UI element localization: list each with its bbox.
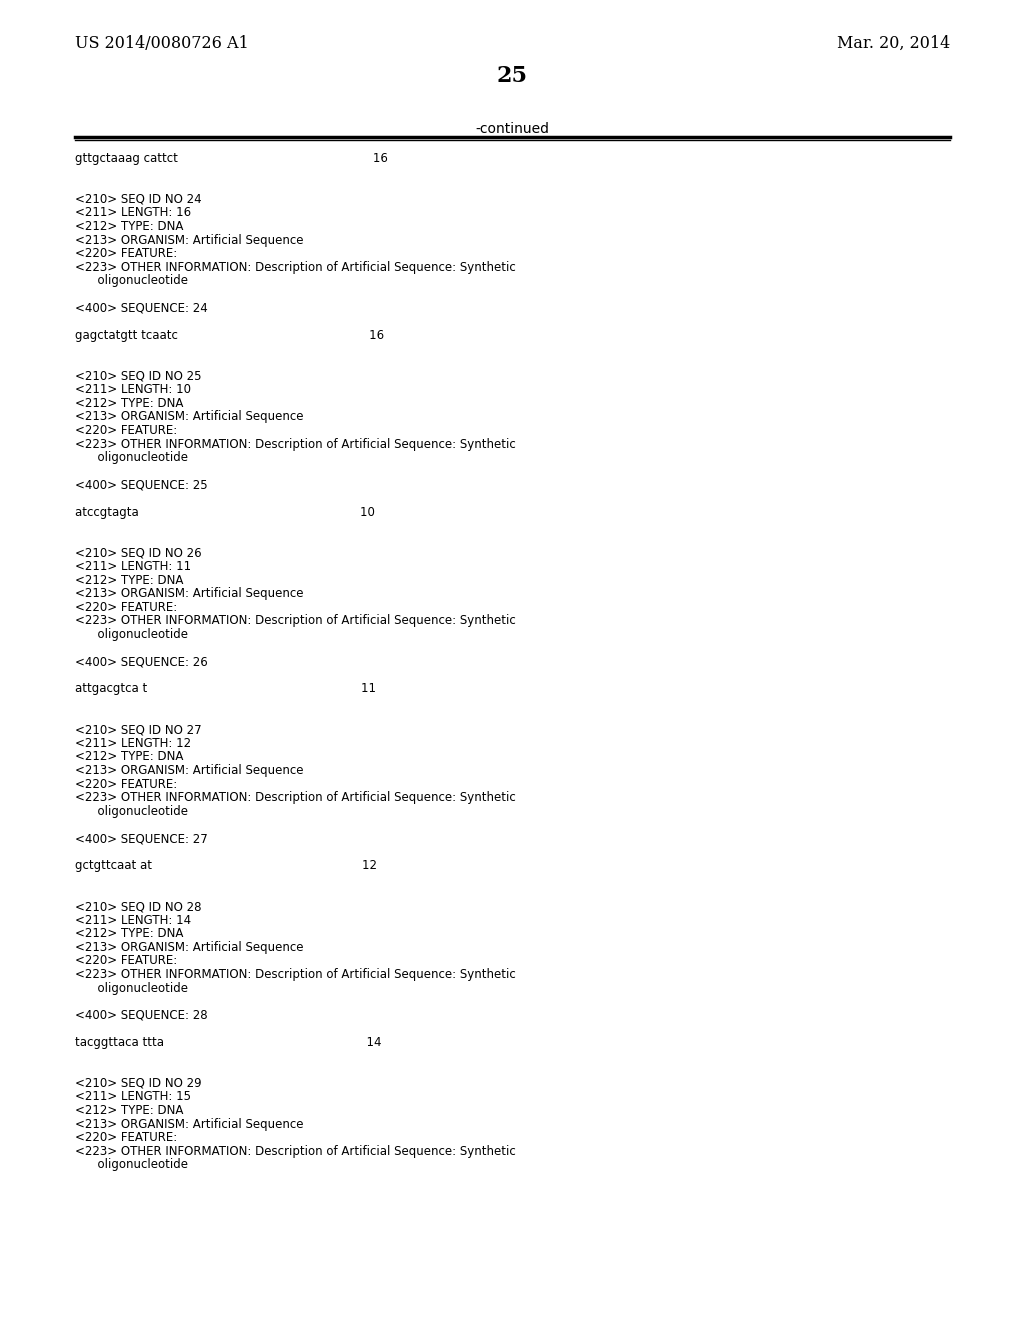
Text: attgacgtca t                                                         11: attgacgtca t 11 [75,682,376,696]
Text: oligonucleotide: oligonucleotide [75,628,188,642]
Text: <400> SEQUENCE: 26: <400> SEQUENCE: 26 [75,655,208,668]
Text: atccgtagta                                                           10: atccgtagta 10 [75,506,375,519]
Text: US 2014/0080726 A1: US 2014/0080726 A1 [75,36,249,51]
Text: <211> LENGTH: 16: <211> LENGTH: 16 [75,206,191,219]
Text: <213> ORGANISM: Artificial Sequence: <213> ORGANISM: Artificial Sequence [75,941,303,954]
Text: <220> FEATURE:: <220> FEATURE: [75,601,177,614]
Text: <220> FEATURE:: <220> FEATURE: [75,954,177,968]
Text: gagctatgtt tcaatc                                                   16: gagctatgtt tcaatc 16 [75,329,384,342]
Text: <212> TYPE: DNA: <212> TYPE: DNA [75,750,183,763]
Text: <210> SEQ ID NO 26: <210> SEQ ID NO 26 [75,546,202,560]
Text: <210> SEQ ID NO 29: <210> SEQ ID NO 29 [75,1077,202,1090]
Text: <212> TYPE: DNA: <212> TYPE: DNA [75,397,183,409]
Text: gctgttcaat at                                                        12: gctgttcaat at 12 [75,859,377,873]
Text: 25: 25 [497,65,527,87]
Text: <213> ORGANISM: Artificial Sequence: <213> ORGANISM: Artificial Sequence [75,764,303,777]
Text: tacggttaca ttta                                                      14: tacggttaca ttta 14 [75,1036,382,1049]
Text: <210> SEQ ID NO 27: <210> SEQ ID NO 27 [75,723,202,737]
Text: <220> FEATURE:: <220> FEATURE: [75,777,177,791]
Text: oligonucleotide: oligonucleotide [75,982,188,994]
Text: <211> LENGTH: 14: <211> LENGTH: 14 [75,913,191,927]
Text: <210> SEQ ID NO 25: <210> SEQ ID NO 25 [75,370,202,383]
Text: <220> FEATURE:: <220> FEATURE: [75,247,177,260]
Text: <212> TYPE: DNA: <212> TYPE: DNA [75,220,183,234]
Text: -continued: -continued [475,121,549,136]
Text: oligonucleotide: oligonucleotide [75,1159,188,1171]
Text: <212> TYPE: DNA: <212> TYPE: DNA [75,574,183,586]
Text: <223> OTHER INFORMATION: Description of Artificial Sequence: Synthetic: <223> OTHER INFORMATION: Description of … [75,438,516,450]
Text: <220> FEATURE:: <220> FEATURE: [75,424,177,437]
Text: oligonucleotide: oligonucleotide [75,451,188,465]
Text: <223> OTHER INFORMATION: Description of Artificial Sequence: Synthetic: <223> OTHER INFORMATION: Description of … [75,261,516,273]
Text: <213> ORGANISM: Artificial Sequence: <213> ORGANISM: Artificial Sequence [75,1118,303,1131]
Text: <223> OTHER INFORMATION: Description of Artificial Sequence: Synthetic: <223> OTHER INFORMATION: Description of … [75,968,516,981]
Text: <223> OTHER INFORMATION: Description of Artificial Sequence: Synthetic: <223> OTHER INFORMATION: Description of … [75,791,516,804]
Text: gttgctaaag cattct                                                    16: gttgctaaag cattct 16 [75,152,388,165]
Text: <212> TYPE: DNA: <212> TYPE: DNA [75,1104,183,1117]
Text: <223> OTHER INFORMATION: Description of Artificial Sequence: Synthetic: <223> OTHER INFORMATION: Description of … [75,1144,516,1158]
Text: <213> ORGANISM: Artificial Sequence: <213> ORGANISM: Artificial Sequence [75,234,303,247]
Text: <220> FEATURE:: <220> FEATURE: [75,1131,177,1144]
Text: <210> SEQ ID NO 28: <210> SEQ ID NO 28 [75,900,202,913]
Text: <223> OTHER INFORMATION: Description of Artificial Sequence: Synthetic: <223> OTHER INFORMATION: Description of … [75,614,516,627]
Text: <400> SEQUENCE: 27: <400> SEQUENCE: 27 [75,832,208,845]
Text: oligonucleotide: oligonucleotide [75,275,188,288]
Text: <212> TYPE: DNA: <212> TYPE: DNA [75,927,183,940]
Text: <400> SEQUENCE: 28: <400> SEQUENCE: 28 [75,1008,208,1022]
Text: <400> SEQUENCE: 25: <400> SEQUENCE: 25 [75,478,208,491]
Text: <213> ORGANISM: Artificial Sequence: <213> ORGANISM: Artificial Sequence [75,587,303,601]
Text: <211> LENGTH: 12: <211> LENGTH: 12 [75,737,191,750]
Text: <211> LENGTH: 10: <211> LENGTH: 10 [75,383,191,396]
Text: <213> ORGANISM: Artificial Sequence: <213> ORGANISM: Artificial Sequence [75,411,303,424]
Text: oligonucleotide: oligonucleotide [75,805,188,818]
Text: <211> LENGTH: 11: <211> LENGTH: 11 [75,560,191,573]
Text: <400> SEQUENCE: 24: <400> SEQUENCE: 24 [75,301,208,314]
Text: Mar. 20, 2014: Mar. 20, 2014 [837,36,950,51]
Text: <211> LENGTH: 15: <211> LENGTH: 15 [75,1090,191,1104]
Text: <210> SEQ ID NO 24: <210> SEQ ID NO 24 [75,193,202,206]
